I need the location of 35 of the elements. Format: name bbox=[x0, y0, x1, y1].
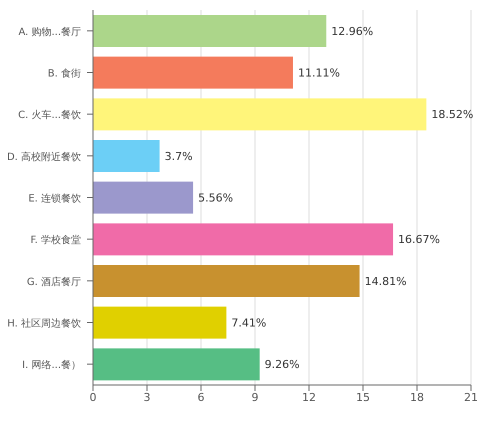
y-tick-label: A. 购物...餐厅 bbox=[18, 26, 81, 38]
data-label: 5.56% bbox=[198, 192, 234, 205]
bar bbox=[93, 223, 394, 256]
bar bbox=[93, 98, 426, 130]
bar bbox=[93, 182, 194, 214]
y-tick-label: F. 学校食堂 bbox=[30, 234, 81, 246]
bar bbox=[93, 56, 293, 89]
x-tick-label: 9 bbox=[252, 390, 258, 404]
data-label: 3.7% bbox=[164, 150, 193, 163]
bar bbox=[93, 348, 260, 380]
y-tick-label: C. 火车...餐饮 bbox=[18, 109, 81, 122]
y-tick-label: G. 酒店餐厅 bbox=[26, 276, 81, 288]
y-tick-label: I. 网络...餐） bbox=[22, 359, 81, 372]
x-tick-label: 3 bbox=[144, 390, 150, 404]
y-tick-label: D. 高校附近餐饮 bbox=[6, 150, 81, 163]
x-tick-label: 18 bbox=[410, 390, 424, 404]
data-label: 16.67% bbox=[398, 233, 440, 246]
data-label: 12.96% bbox=[331, 24, 374, 38]
bar bbox=[93, 140, 160, 172]
data-label: 18.52% bbox=[431, 108, 474, 122]
bar bbox=[93, 306, 226, 339]
x-tick-label: 15 bbox=[356, 390, 370, 404]
bar bbox=[93, 265, 360, 297]
x-tick-label: 0 bbox=[90, 390, 96, 404]
data-label: 14.81% bbox=[364, 274, 407, 288]
bar bbox=[93, 15, 326, 47]
data-label: 9.26% bbox=[264, 358, 300, 372]
x-tick-label: 12 bbox=[302, 390, 316, 404]
data-label: 11.11% bbox=[298, 66, 340, 80]
y-tick-label: H. 社区周边餐饮 bbox=[7, 318, 81, 330]
x-tick-label: 21 bbox=[464, 390, 478, 404]
y-tick-label: E. 连锁餐饮 bbox=[28, 192, 81, 204]
data-label: 7.41% bbox=[231, 316, 266, 330]
y-tick-label: B. 食街 bbox=[48, 68, 81, 80]
x-tick-label: 6 bbox=[198, 390, 204, 404]
